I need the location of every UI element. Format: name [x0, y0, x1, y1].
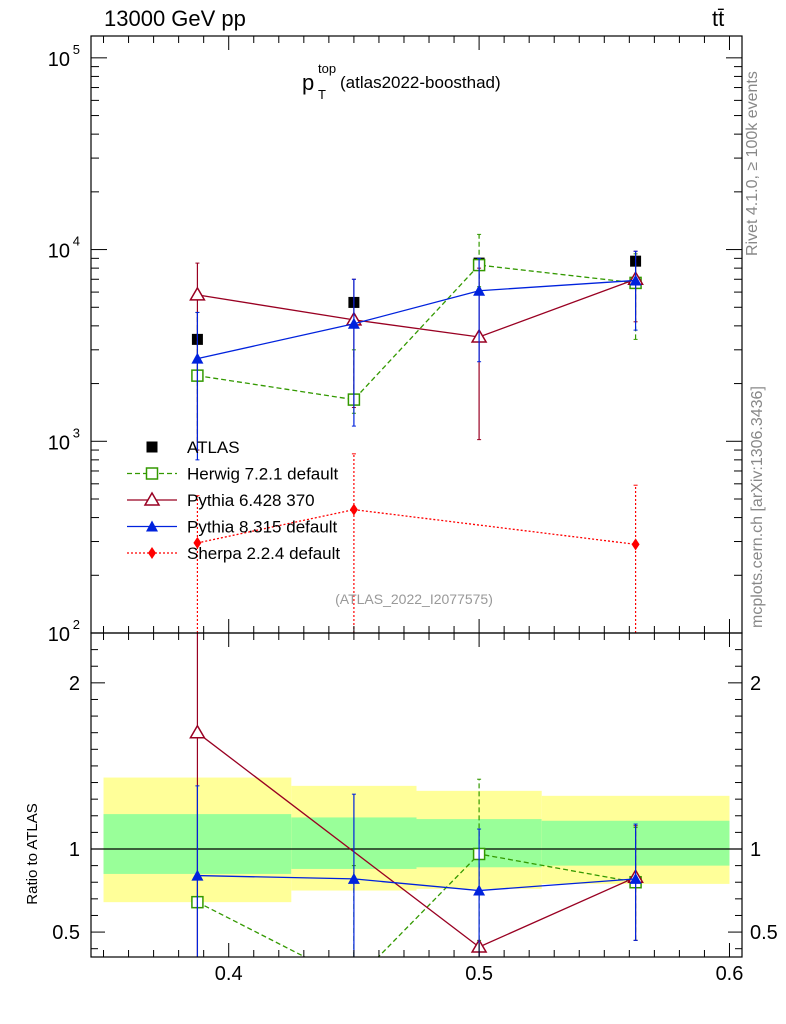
- ratio-point-pythia8-0: [191, 869, 204, 881]
- main-point-pythia8-3: [629, 274, 642, 286]
- legend-marker-ATLAS: [146, 441, 158, 453]
- main-ytick-exp-3: 5: [73, 42, 80, 57]
- legend-label-pythia8: Pythia 8.315 default: [187, 518, 338, 537]
- legend-label-herwig: Herwig 7.2.1 default: [187, 465, 338, 484]
- legend-item-herwig: Herwig 7.2.1 default: [127, 465, 338, 484]
- main-point-pythia8-2: [473, 284, 486, 296]
- main-ytick-base-3: 10: [48, 49, 70, 71]
- legend-item-pythia6: Pythia 6.428 370: [127, 491, 315, 510]
- main-point-sherpa-3: [631, 538, 640, 551]
- main-ytick-exp-2: 4: [73, 234, 80, 249]
- main-point-pythia8-0: [191, 352, 204, 364]
- main-line-pythia6: [197, 278, 636, 338]
- main-title-subscript: T: [318, 87, 326, 102]
- legend: ATLAS Herwig 7.2.1 default Pythia 6.428 37…: [127, 438, 340, 563]
- legend-item-pythia8: Pythia 8.315 default: [127, 518, 338, 537]
- main-ytick-exp-0: 2: [73, 617, 80, 632]
- ratio-ytick-label-left-1: 1: [69, 839, 80, 861]
- mcplots-reference-label: mcplots.cern.ch [arXiv:1306.3436]: [749, 386, 766, 628]
- main-ytick-exp-1: 3: [73, 425, 80, 440]
- main-ytick-base-2: 10: [48, 241, 70, 263]
- main-point-sherpa-1: [349, 503, 358, 516]
- legend-marker-herwig: [145, 467, 159, 480]
- legend-marker-sherpa: [148, 547, 156, 559]
- main-series-herwig: [191, 233, 642, 451]
- main-line-sherpa: [197, 508, 636, 545]
- main-series-sherpa: [193, 453, 640, 633]
- ratio-frame: [90, 632, 743, 958]
- ratio-ytick-label-right-2: 2: [750, 673, 761, 695]
- main-series-pythia8: [191, 250, 642, 461]
- main-ytick-label-0: 10 2: [48, 617, 80, 646]
- main-line-herwig: [197, 264, 636, 401]
- ratio-point-pythia6-0: [189, 724, 206, 739]
- energy-label: 13000 GeV pp: [104, 6, 246, 31]
- ratio-xtick-label-2: 0.6: [716, 963, 744, 985]
- ratio-ytick-label-left-2: 2: [69, 673, 80, 695]
- legend-label-pythia6: Pythia 6.428 370: [187, 491, 315, 510]
- ratio-y-axis-label: Ratio to ATLAS: [24, 803, 41, 904]
- ratio-ytick-label-right-1: 1: [750, 839, 761, 861]
- ratio-xtick-label-1: 0.5: [465, 963, 493, 985]
- ratio-ytick-label-right-0: 0.5: [750, 922, 778, 944]
- main-ytick-label-1: 10 3: [48, 425, 80, 454]
- ratio-point-pythia8-2: [473, 884, 486, 896]
- ratio-line-pythia8: [197, 874, 636, 892]
- main-line-pythia8: [197, 279, 636, 360]
- legend-item-ATLAS: ATLAS: [146, 438, 240, 457]
- watermark-label: (ATLAS_2022_I2077575): [335, 591, 493, 607]
- ratio-xtick-label-0: 0.4: [215, 963, 243, 985]
- ratio-line-herwig: [197, 853, 636, 957]
- ratio-ytick-label-left-0: 0.5: [52, 922, 80, 944]
- ratio-point-herwig-1: [348, 976, 359, 987]
- main-series-pythia6: [189, 250, 644, 451]
- ratio-series-pythia8: [191, 785, 642, 957]
- main-ytick-base-1: 10: [48, 432, 70, 454]
- main-point-pythia8-1: [347, 317, 360, 329]
- legend-item-sherpa: Sherpa 2.2.4 default: [127, 544, 340, 563]
- main-title-superscript: top: [318, 61, 336, 76]
- main-point-pythia6-0: [189, 286, 206, 301]
- rivet-version-label: Rivet 4.1.0, ≥ 100k events: [744, 71, 761, 256]
- main-point-sherpa-0: [193, 536, 202, 549]
- main-ytick-label-2: 10 4: [48, 234, 80, 263]
- main-ytick-base-0: 10: [48, 624, 70, 646]
- main-title-suffix: (atlas2022-boosthad): [340, 73, 501, 92]
- main-ytick-label-3: 10 5: [48, 42, 80, 71]
- legend-marker-pythia8: [146, 520, 158, 532]
- ratio-point-pythia8-1: [347, 872, 360, 884]
- legend-label-ATLAS: ATLAS: [187, 438, 240, 457]
- legend-label-sherpa: Sherpa 2.2.4 default: [187, 544, 340, 563]
- main-title-p: p: [302, 70, 314, 95]
- process-label: tt̄: [712, 6, 725, 31]
- legend-marker-pythia6: [143, 491, 161, 506]
- ratio-point-pythia8-3: [629, 872, 642, 884]
